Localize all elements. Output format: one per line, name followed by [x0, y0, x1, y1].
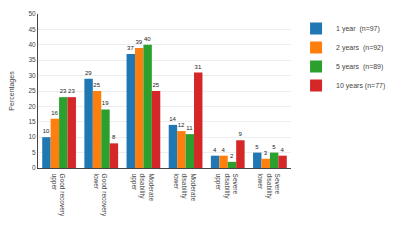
svg-text:45: 45 — [28, 26, 36, 33]
svg-text:4: 4 — [222, 147, 226, 153]
svg-text:50: 50 — [28, 10, 36, 17]
svg-text:40: 40 — [28, 41, 36, 48]
svg-text:30: 30 — [28, 72, 36, 79]
svg-text:15: 15 — [28, 118, 36, 125]
svg-text:9: 9 — [238, 131, 242, 137]
svg-text:10: 10 — [28, 133, 36, 140]
svg-text:5: 5 — [272, 144, 276, 150]
svg-text:11: 11 — [186, 125, 193, 131]
svg-text:2 years (n=92): 2 years (n=92) — [336, 44, 383, 52]
svg-text:16: 16 — [51, 110, 58, 116]
svg-text:10: 10 — [43, 128, 50, 134]
svg-text:8: 8 — [112, 134, 116, 140]
svg-text:10 years (n=77): 10 years (n=77) — [336, 82, 385, 90]
svg-text:25: 25 — [28, 87, 36, 94]
svg-text:1 year (n=97): 1 year (n=97) — [336, 25, 380, 33]
svg-text:Moderatedisabilitylower: Moderatedisabilitylower — [173, 174, 197, 202]
svg-text:Good recoverylower: Good recoverylower — [93, 174, 108, 217]
svg-text:40: 40 — [144, 36, 151, 42]
svg-text:31: 31 — [195, 64, 202, 70]
svg-text:2: 2 — [230, 153, 234, 159]
svg-text:Severedisabilitylower: Severedisabilitylower — [257, 174, 281, 200]
svg-text:Good recoveryupper: Good recoveryupper — [50, 174, 66, 217]
svg-text:29: 29 — [85, 70, 92, 76]
svg-text:5: 5 — [255, 144, 259, 150]
svg-text:14: 14 — [169, 116, 176, 122]
svg-text:3: 3 — [264, 150, 268, 156]
svg-text:37: 37 — [127, 45, 134, 51]
svg-text:39: 39 — [136, 39, 143, 45]
svg-text:20: 20 — [28, 103, 36, 110]
svg-text:4: 4 — [281, 147, 285, 153]
svg-text:12: 12 — [178, 122, 185, 128]
svg-text:Percentages: Percentages — [8, 71, 16, 111]
svg-text:4: 4 — [213, 147, 217, 153]
svg-text:25: 25 — [152, 82, 159, 88]
svg-text:5: 5 — [32, 149, 36, 156]
svg-text:25: 25 — [93, 82, 100, 88]
svg-text:5 years (n=89): 5 years (n=89) — [336, 63, 383, 71]
svg-text:Severedisabilityupper: Severedisabilityupper — [214, 174, 239, 200]
svg-text:0: 0 — [32, 164, 36, 171]
svg-text:19: 19 — [102, 100, 109, 106]
svg-text:23: 23 — [68, 88, 75, 94]
svg-text:Moderatedisabilityupper: Moderatedisabilityupper — [130, 174, 155, 202]
svg-text:35: 35 — [28, 56, 36, 63]
svg-text:23: 23 — [60, 88, 67, 94]
